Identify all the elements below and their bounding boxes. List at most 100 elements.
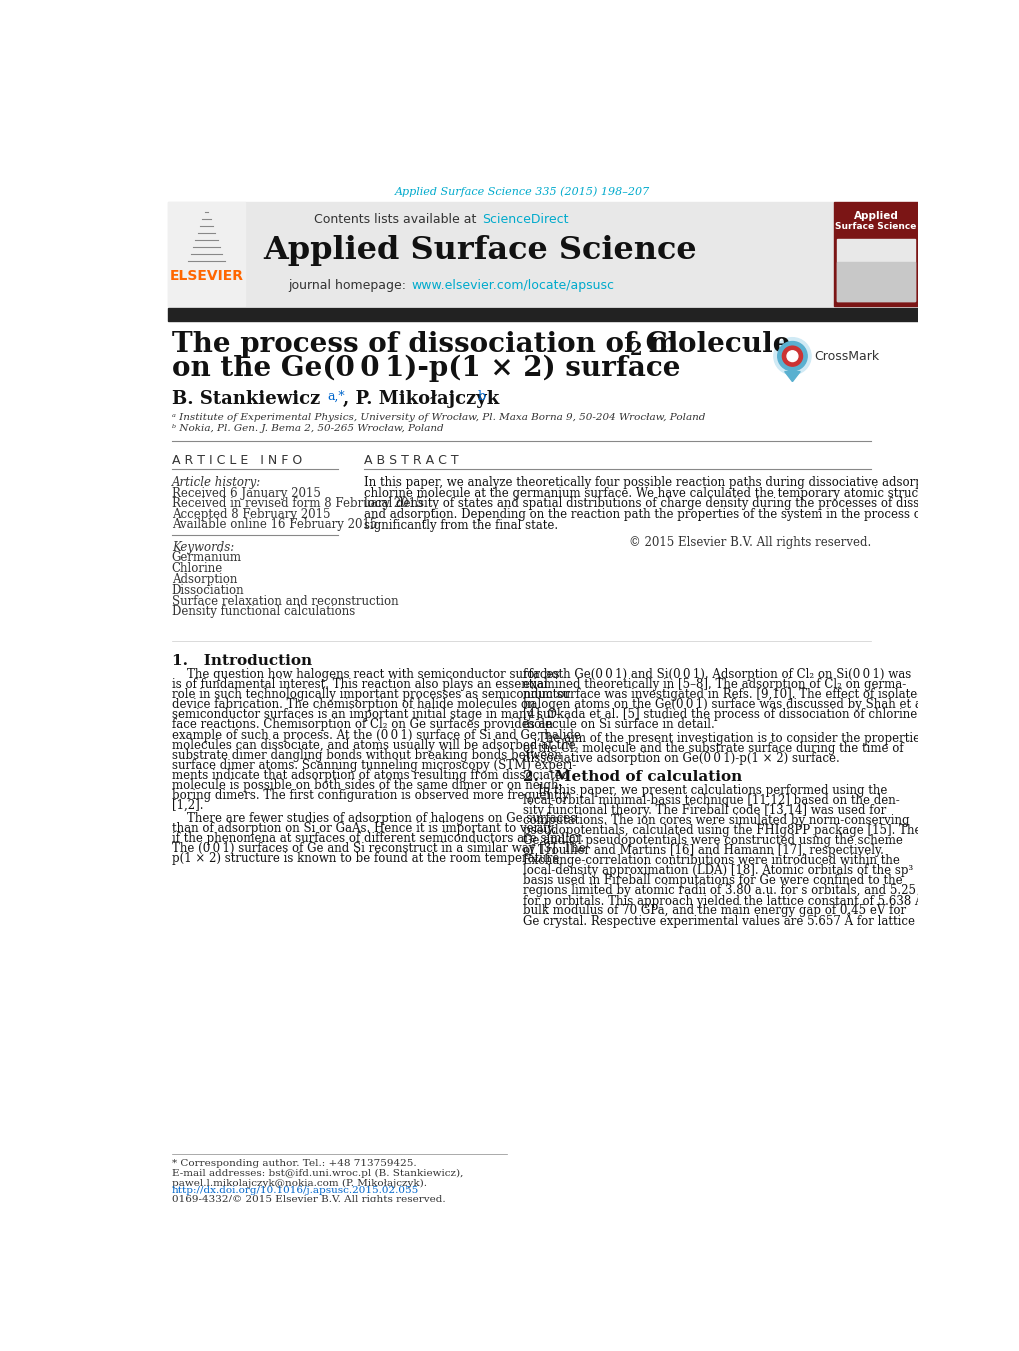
Text: a,*: a,*: [327, 389, 344, 403]
Text: CrossMark: CrossMark: [813, 350, 878, 362]
Text: molecule: molecule: [638, 331, 790, 358]
Text: B. Stankiewicz: B. Stankiewicz: [171, 390, 320, 408]
Text: Contents lists available at: Contents lists available at: [314, 213, 480, 227]
Text: role in such technologically important processes as semiconductor: role in such technologically important p…: [171, 689, 570, 701]
Text: Surface Science: Surface Science: [835, 222, 916, 231]
Bar: [834, 203, 917, 307]
Text: molecule is possible on both sides of the same dimer or on neigh-: molecule is possible on both sides of th…: [171, 778, 561, 792]
Text: surface dimer atoms. Scanning tunneling microscopy (STM) experi-: surface dimer atoms. Scanning tunneling …: [171, 758, 576, 771]
Text: Germanium: Germanium: [171, 551, 242, 565]
Text: pawel.l.mikolajczyk@nokia.com (P. Mikołajczyk).: pawel.l.mikolajczyk@nokia.com (P. Mikoła…: [171, 1178, 426, 1188]
Circle shape: [776, 342, 806, 370]
Text: regions limited by atomic radii of 3.80 a.u. for s orbitals, and 5.25 a.u.: regions limited by atomic radii of 3.80 …: [522, 884, 941, 897]
Text: examined theoretically in [5–8]. The adsorption of Cl₂ on germa-: examined theoretically in [5–8]. The ads…: [522, 678, 905, 692]
Text: Applied Surface Science: Applied Surface Science: [263, 235, 696, 266]
Text: chlorine molecule at the germanium surface. We have calculated the temporary ato: chlorine molecule at the germanium surfa…: [364, 486, 952, 500]
Text: A R T I C L E   I N F O: A R T I C L E I N F O: [171, 454, 302, 467]
Text: is of fundamental interest. This reaction also plays an essential: is of fundamental interest. This reactio…: [171, 678, 547, 692]
Text: Applied Surface Science 335 (2015) 198–207: Applied Surface Science 335 (2015) 198–2…: [394, 186, 650, 197]
Text: http://dx.doi.org/10.1016/j.apsusc.2015.02.055: http://dx.doi.org/10.1016/j.apsusc.2015.…: [171, 1186, 419, 1196]
Text: 2: 2: [629, 340, 642, 359]
Text: than of adsorption on Si or GaAs. Hence it is important to verify,: than of adsorption on Si or GaAs. Hence …: [171, 823, 555, 835]
Text: significantly from the final state.: significantly from the final state.: [364, 519, 557, 532]
Text: There are fewer studies of adsorption of halogens on Ge surfaces: There are fewer studies of adsorption of…: [171, 812, 576, 825]
Text: www.elsevier.com/locate/apsusc: www.elsevier.com/locate/apsusc: [412, 278, 614, 292]
Text: for p orbitals. This approach yielded the lattice constant of 5.638 Å,: for p orbitals. This approach yielded th…: [522, 893, 926, 908]
Text: Surface relaxation and reconstruction: Surface relaxation and reconstruction: [171, 594, 397, 608]
Text: Exchange-correlation contributions were introduced within the: Exchange-correlation contributions were …: [522, 854, 899, 867]
Text: The process of dissociation of Cl: The process of dissociation of Cl: [171, 331, 678, 358]
Text: if the phenomena at surfaces of different semiconductors are similar.: if the phenomena at surfaces of differen…: [171, 832, 583, 846]
Text: A B S T R A C T: A B S T R A C T: [364, 454, 459, 467]
Text: Applied: Applied: [853, 211, 898, 222]
Text: The question how halogens react with semiconductor surfaces: The question how halogens react with sem…: [171, 669, 558, 681]
Text: of Troullier and Martins [16] and Hamann [17], respectively.: of Troullier and Martins [16] and Hamann…: [522, 844, 882, 857]
Bar: [837, 239, 914, 301]
Text: Received 6 January 2015: Received 6 January 2015: [171, 488, 320, 500]
Text: Ge and Cl pseudopotentials were constructed using the scheme: Ge and Cl pseudopotentials were construc…: [522, 834, 902, 847]
Text: Available online 16 February 2015: Available online 16 February 2015: [171, 517, 377, 531]
Text: * Corresponding author. Tel.: +48 713759425.: * Corresponding author. Tel.: +48 713759…: [171, 1159, 416, 1167]
Text: 0169-4332/© 2015 Elsevier B.V. All rights reserved.: 0169-4332/© 2015 Elsevier B.V. All right…: [171, 1194, 445, 1204]
Text: face reactions. Chemisorption of Cl₂ on Ge surfaces provides an: face reactions. Chemisorption of Cl₂ on …: [171, 719, 552, 731]
Text: The (0 0 1) surfaces of Ge and Si reconstruct in a similar way [3]. The: The (0 0 1) surfaces of Ge and Si recons…: [171, 843, 585, 855]
Text: for both Ge(0 0 1) and Si(0 0 1). Adsorption of Cl₂ on Si(0 0 1) was: for both Ge(0 0 1) and Si(0 0 1). Adsorp…: [522, 669, 910, 681]
Text: Keywords:: Keywords:: [171, 540, 233, 554]
Text: Accepted 8 February 2015: Accepted 8 February 2015: [171, 508, 330, 520]
Text: The aim of the present investigation is to consider the properties: The aim of the present investigation is …: [522, 732, 925, 746]
Text: ᵃ Institute of Experimental Physics, University of Wrocław, Pl. Maxa Borna 9, 50: ᵃ Institute of Experimental Physics, Uni…: [171, 413, 704, 423]
Text: p(1 × 2) structure is known to be found at the room temperature: p(1 × 2) structure is known to be found …: [171, 852, 558, 866]
Text: sity functional theory. The Fireball code [13,14] was used for: sity functional theory. The Fireball cod…: [522, 804, 886, 817]
Text: example of such a process. At the (0 0 1) surface of Si and Ge, halide: example of such a process. At the (0 0 1…: [171, 728, 580, 742]
Text: bulk modulus of 70 GPa, and the main energy gap of 0.45 eV for: bulk modulus of 70 GPa, and the main ene…: [522, 904, 905, 917]
Text: local density of states and spatial distributions of charge density during the p: local density of states and spatial dist…: [364, 497, 966, 511]
Text: of the Cl₂ molecule and the substrate surface during the time of: of the Cl₂ molecule and the substrate su…: [522, 742, 903, 755]
Text: ments indicate that adsorption of atoms resulting from dissociated: ments indicate that adsorption of atoms …: [171, 769, 569, 781]
Bar: [168, 308, 917, 320]
Text: ᵇ Nokia, Pl. Gen. J. Bema 2, 50-265 Wrocław, Poland: ᵇ Nokia, Pl. Gen. J. Bema 2, 50-265 Wroc…: [171, 424, 443, 434]
Bar: [168, 203, 245, 307]
Text: , P. Mikołajczyk: , P. Mikołajczyk: [342, 390, 498, 408]
Text: ELSEVIER: ELSEVIER: [169, 269, 244, 284]
Text: computations. The ion cores were simulated by norm-conserving: computations. The ion cores were simulat…: [522, 813, 908, 827]
Text: molecule on Si surface in detail.: molecule on Si surface in detail.: [522, 719, 713, 731]
Text: Ge crystal. Respective experimental values are 5.657 Å for lattice: Ge crystal. Respective experimental valu…: [522, 913, 914, 928]
Text: ScienceDirect: ScienceDirect: [481, 213, 568, 227]
Text: 1.   Introduction: 1. Introduction: [171, 654, 312, 669]
Text: In this paper, we analyze theoretically four possible reaction paths during diss: In this paper, we analyze theoretically …: [364, 476, 960, 489]
Circle shape: [787, 351, 797, 362]
Text: on the Ge(0 0 1)-p(1 × 2) surface: on the Ge(0 0 1)-p(1 × 2) surface: [171, 355, 680, 382]
Circle shape: [773, 338, 810, 374]
Text: b: b: [477, 389, 485, 403]
Polygon shape: [784, 372, 800, 381]
Bar: [168, 203, 834, 307]
Text: basis used in Fireball computations for Ge were confined to the: basis used in Fireball computations for …: [522, 874, 902, 888]
Text: © 2015 Elsevier B.V. All rights reserved.: © 2015 Elsevier B.V. All rights reserved…: [629, 536, 870, 549]
Text: boring dimers. The first configuration is observed more frequently: boring dimers. The first configuration i…: [171, 789, 568, 801]
Text: [1,2].: [1,2].: [171, 798, 203, 812]
Text: Adsorption: Adsorption: [171, 573, 236, 586]
Circle shape: [782, 346, 802, 366]
Text: Chlorine: Chlorine: [171, 562, 223, 576]
Text: pseudopotentials, calculated using the FHIg8PP package [15]. The: pseudopotentials, calculated using the F…: [522, 824, 920, 838]
Text: journal homepage:: journal homepage:: [288, 278, 410, 292]
Text: local-orbital minimal-basis technique [11,12] based on the den-: local-orbital minimal-basis technique [1…: [522, 794, 899, 807]
Text: substrate dimer dangling bonds without breaking bonds between: substrate dimer dangling bonds without b…: [171, 748, 560, 762]
Text: local-density approximation (LDA) [18]. Atomic orbitals of the sp³: local-density approximation (LDA) [18]. …: [522, 865, 912, 877]
Text: [4]. Okada et al. [5] studied the process of dissociation of chlorine: [4]. Okada et al. [5] studied the proces…: [522, 708, 916, 721]
Text: and adsorption. Depending on the reaction path the properties of the system in t: and adsorption. Depending on the reactio…: [364, 508, 970, 521]
Text: semiconductor surfaces is an important initial stage in many sur-: semiconductor surfaces is an important i…: [171, 708, 559, 721]
Text: halogen atoms on the Ge(0 0 1) surface was discussed by Shah et al.: halogen atoms on the Ge(0 0 1) surface w…: [522, 698, 928, 712]
Text: dissociative adsorption on Ge(0 0 1)-p(1 × 2) surface.: dissociative adsorption on Ge(0 0 1)-p(1…: [522, 753, 839, 766]
Text: E-mail addresses: bst@ifd.uni.wroc.pl (B. Stankiewicz),: E-mail addresses: bst@ifd.uni.wroc.pl (B…: [171, 1169, 463, 1178]
Text: Article history:: Article history:: [171, 476, 261, 489]
Text: molecules can dissociate, and atoms usually will be adsorbed at the: molecules can dissociate, and atoms usua…: [171, 739, 575, 751]
Text: In this paper, we present calculations performed using the: In this paper, we present calculations p…: [522, 784, 887, 797]
Text: Dissociation: Dissociation: [171, 584, 245, 597]
Text: Density functional calculations: Density functional calculations: [171, 605, 355, 619]
Text: nium surface was investigated in Refs. [9,10]. The effect of isolated: nium surface was investigated in Refs. […: [522, 689, 923, 701]
Bar: [837, 262, 914, 301]
Text: Received in revised form 8 February 2015: Received in revised form 8 February 2015: [171, 497, 423, 511]
Text: device fabrication. The chemisorption of halide molecules on: device fabrication. The chemisorption of…: [171, 698, 535, 712]
Text: 2.   Method of calculation: 2. Method of calculation: [522, 770, 741, 784]
